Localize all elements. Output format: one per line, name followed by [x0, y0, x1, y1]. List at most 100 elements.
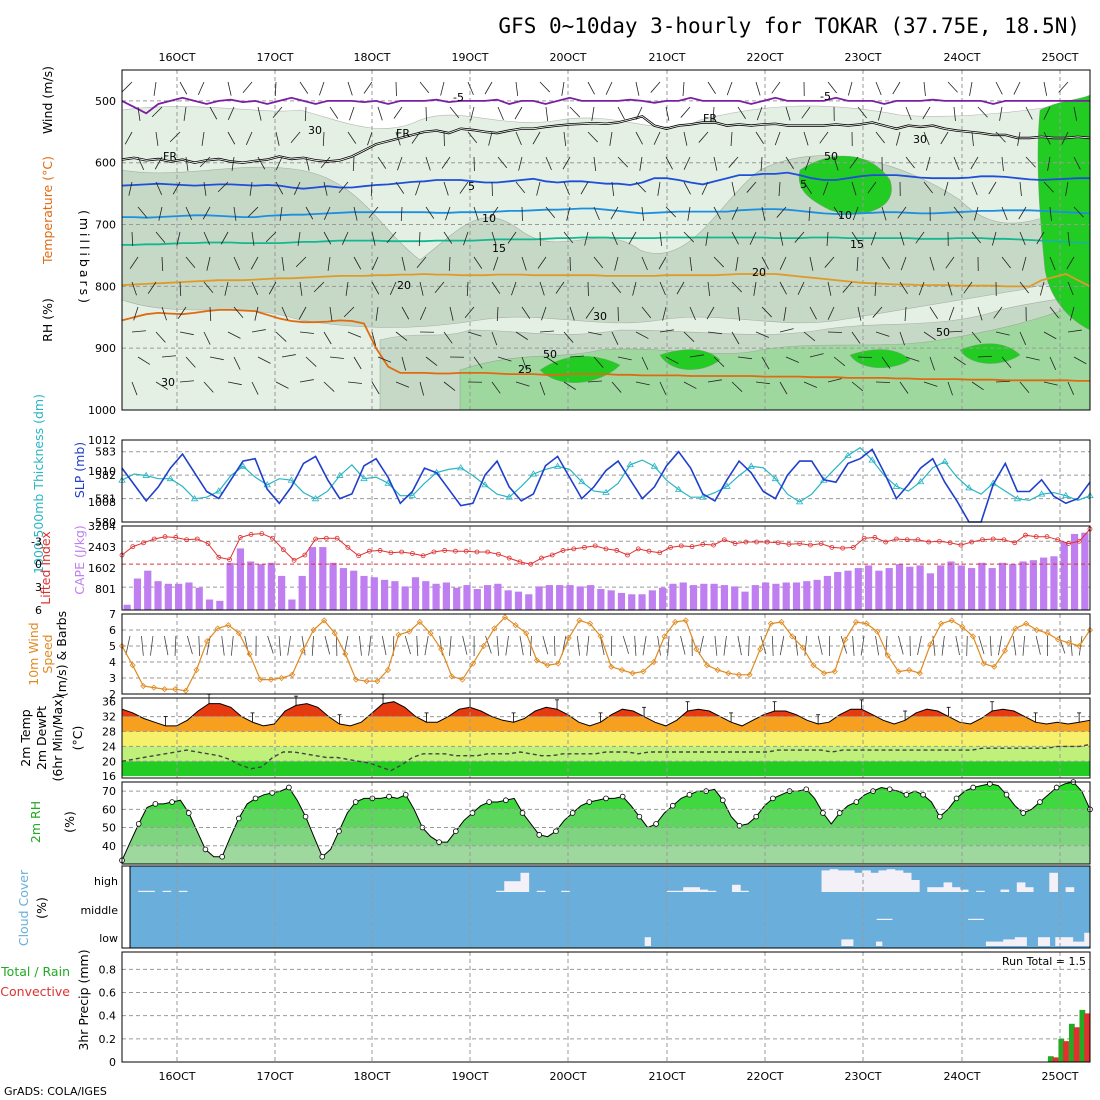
wind10-marker — [438, 646, 445, 653]
wind-barb — [611, 231, 618, 246]
wind-barb — [155, 381, 169, 390]
wind-barb — [199, 156, 211, 168]
y-tick-label: 28 — [102, 725, 116, 738]
wind-barb — [370, 181, 373, 197]
wind10-marker — [1033, 626, 1040, 634]
wind-barb — [761, 356, 770, 370]
wind10-barb — [174, 635, 177, 656]
cape-bar — [164, 583, 172, 610]
wind-barb — [923, 131, 930, 146]
wind-barb — [233, 256, 241, 270]
wind-barb — [515, 331, 528, 340]
li-marker — [1044, 534, 1050, 540]
wind-barb — [507, 231, 517, 244]
cloud-high-bar — [959, 889, 969, 892]
cloud-high-bar — [520, 872, 530, 892]
rh-marker — [903, 791, 910, 798]
rh-marker — [469, 810, 476, 816]
wind-barb — [857, 106, 867, 119]
wind-barb — [587, 81, 595, 95]
y-tick-label: 0.4 — [99, 1010, 117, 1023]
cape-bar — [1081, 532, 1089, 610]
y-tick-label: 2 — [109, 688, 116, 701]
li-marker — [270, 535, 275, 541]
wind-barb — [467, 81, 474, 96]
slp-marker — [384, 479, 392, 486]
y-tick-left: 3 — [35, 581, 42, 594]
li-marker — [409, 551, 415, 556]
rh-marker — [953, 795, 960, 802]
wind-barb — [617, 356, 632, 361]
wind-barb — [875, 81, 882, 96]
cape-bar — [710, 583, 718, 610]
wind10-barb — [576, 635, 581, 656]
cape-bar — [772, 583, 780, 610]
wind-barb — [569, 355, 584, 358]
wind-barb — [177, 306, 187, 319]
li-marker — [969, 539, 975, 545]
wind-barb — [323, 181, 328, 196]
rh-marker — [936, 813, 943, 820]
series-thickness — [121, 448, 1091, 523]
wind-barb — [755, 131, 764, 144]
wind-barb — [929, 356, 935, 371]
wind-barb — [179, 331, 194, 336]
wind10-marker — [884, 652, 891, 659]
wind-barb — [434, 281, 445, 293]
wind-barb — [401, 256, 406, 271]
wind-barb — [251, 381, 259, 395]
rh-marker — [386, 793, 392, 800]
rh-marker — [503, 797, 509, 804]
wind-barb — [1025, 356, 1040, 361]
y-tick-middle: middle — [80, 904, 118, 917]
li-marker — [571, 546, 577, 552]
cloud-high-bar — [951, 887, 961, 892]
wind10-barb — [941, 635, 945, 656]
wind10-marker — [650, 658, 657, 666]
wind-barb — [833, 156, 839, 171]
wind-barb — [1069, 306, 1075, 321]
wind10-barb — [917, 635, 922, 655]
li-marker — [248, 532, 254, 537]
wind10-marker — [969, 633, 977, 640]
wind-barb — [1049, 356, 1057, 370]
cloud-middle-bar — [884, 918, 893, 920]
y-tick-right: 1008 — [88, 496, 116, 509]
wind-barb — [803, 331, 816, 342]
li-marker — [786, 541, 792, 547]
panel-frame — [121, 865, 1091, 949]
li-marker — [980, 537, 985, 543]
wind-barb — [900, 256, 907, 271]
contour-label: FR — [163, 150, 177, 163]
wind-barb — [905, 106, 912, 121]
wind-barb — [707, 331, 722, 335]
rh-marker — [920, 791, 926, 798]
x-tick-label: 22OCT — [746, 1070, 783, 1083]
wind10-marker — [821, 670, 828, 677]
wind-barb — [129, 256, 139, 269]
cape-bar — [504, 590, 512, 610]
wind10-marker — [714, 666, 721, 674]
wind-barb — [206, 256, 211, 271]
wind-barb — [209, 306, 212, 322]
wind-barb — [297, 231, 301, 246]
wind-barb — [1019, 231, 1026, 246]
wind-barb — [419, 306, 427, 320]
wind-barb — [377, 156, 387, 169]
wind10-barb — [125, 635, 131, 655]
cloud-y-label: Cloud Cover — [16, 869, 31, 946]
cape-bar — [823, 575, 832, 610]
wind10-marker — [1065, 639, 1072, 646]
wind-barb — [892, 81, 901, 95]
rh-marker — [536, 832, 543, 838]
wind10-barb — [198, 635, 201, 656]
wind-barb — [580, 181, 589, 195]
wind-barb — [726, 81, 733, 96]
wind-barb — [735, 256, 739, 271]
wind-barb — [466, 281, 469, 297]
y-label-li: Lifted Index — [38, 531, 53, 605]
y-tick-left: -3 — [31, 535, 42, 548]
wind10-marker — [1023, 620, 1030, 627]
wind-barb — [401, 356, 407, 371]
cape-bar — [885, 568, 893, 610]
